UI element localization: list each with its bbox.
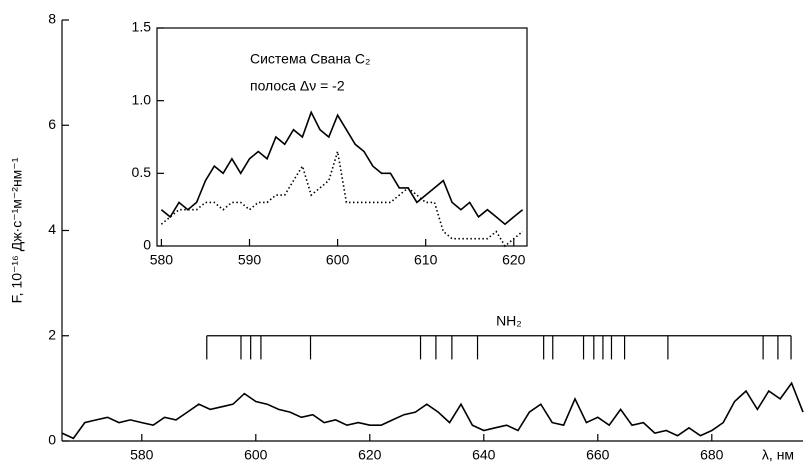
y-tick-label: 0.5 [132, 164, 152, 180]
x-tick-label: 580 [130, 447, 154, 463]
x-tick-label: 590 [238, 252, 262, 268]
spectrum-line [61, 381, 804, 440]
spectrum-line [160, 110, 524, 226]
y-tick-label: 0 [48, 432, 56, 448]
x-axis-label: λ, нм [762, 447, 794, 463]
annotation: полоса Δν = -2 [250, 78, 345, 94]
inset-frame [156, 27, 528, 247]
x-tick-label: 620 [358, 447, 382, 463]
x-tick-label: 680 [700, 447, 724, 463]
annotation: Система Свана C₂ [250, 51, 370, 67]
x-tick-label: 640 [472, 447, 496, 463]
x-tick-label: 600 [244, 447, 268, 463]
y-tick-label: 2 [48, 326, 56, 342]
y-tick-label: 6 [48, 116, 56, 132]
y-tick-label: 4 [48, 221, 56, 237]
y-tick-label: 1.0 [132, 91, 152, 107]
x-tick-label: 580 [150, 252, 174, 268]
x-tick-label: 660 [586, 447, 610, 463]
marker-label: NH₂ [496, 312, 522, 328]
x-tick-label: 600 [326, 252, 350, 268]
y-tick-label: 1.5 [132, 19, 152, 35]
x-tick-label: 620 [502, 252, 526, 268]
y-axis-label: F, 10⁻¹⁶ Дж·с⁻¹м⁻²нм⁻¹ [9, 157, 25, 303]
x-tick-label: 610 [414, 252, 438, 268]
y-tick-label: 8 [48, 11, 56, 27]
y-tick-label: 0 [143, 237, 151, 253]
